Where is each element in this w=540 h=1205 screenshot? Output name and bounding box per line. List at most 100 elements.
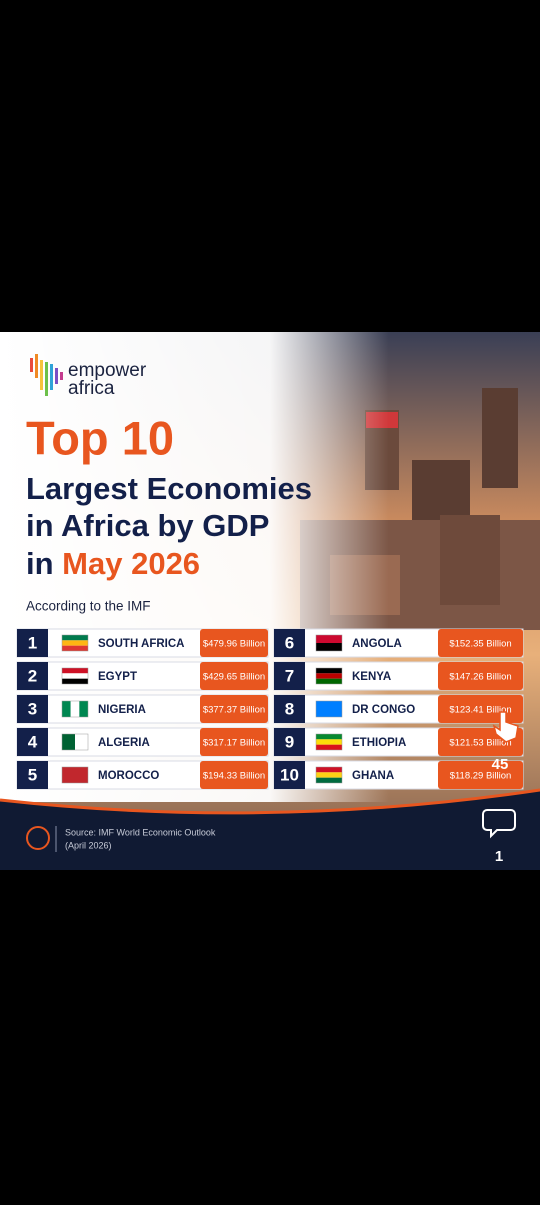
rank-box	[17, 629, 48, 657]
ranking-row: 10 GHANA $118.29 Billion	[273, 760, 524, 790]
gdp-box	[200, 761, 268, 789]
gdp-box	[438, 629, 523, 657]
comment-count[interactable]: 1	[495, 848, 503, 865]
country-name: ALGERIA	[98, 737, 150, 749]
flag-stripe	[62, 767, 88, 783]
flag-stripe	[316, 777, 342, 783]
gdp-value: $317.17 Billion	[203, 738, 265, 749]
gdp-box	[200, 629, 268, 657]
flag	[61, 733, 89, 751]
flag	[61, 700, 89, 718]
flag	[315, 766, 343, 784]
flag-stripe	[62, 734, 75, 750]
country-name: MOROCCO	[98, 770, 159, 782]
ranking-row: 5 MOROCCO $194.33 Billion	[16, 760, 269, 790]
flag-border	[315, 667, 343, 685]
title-line1: Largest Economies	[26, 471, 312, 506]
flag-stripe	[316, 739, 342, 745]
ranking-row: 3 NIGERIA $377.37 Billion	[16, 694, 269, 724]
flag	[61, 667, 89, 685]
like-icon[interactable]	[492, 711, 519, 743]
flag-stripe	[70, 701, 80, 717]
gdp-value: $479.96 Billion	[203, 639, 265, 650]
flag-border	[61, 667, 89, 685]
country-name: ANGOLA	[352, 638, 402, 650]
footer-source: Source: IMF World Economic Outlook	[65, 827, 216, 837]
flag-stripe	[316, 772, 342, 778]
flag-border	[61, 733, 89, 751]
rank-box	[17, 761, 48, 789]
footer-date: (April 2026)	[65, 840, 112, 850]
gdp-value: $147.26 Billion	[449, 672, 511, 683]
country-name: EGYPT	[98, 671, 137, 683]
footer-curve	[0, 788, 540, 815]
gdp-value: $429.65 Billion	[203, 672, 265, 683]
country-name: SOUTH AFRICA	[98, 638, 184, 650]
title-top: Top 10	[26, 411, 174, 464]
ranking-row: 7 KENYA $147.26 Billion	[273, 661, 524, 691]
title-line3-prefix: in	[26, 546, 62, 581]
flag-stripe	[316, 678, 342, 684]
country-name: GHANA	[352, 770, 394, 782]
title-line3: in May 2026	[26, 546, 200, 581]
flag-stripe	[62, 635, 88, 641]
flag	[61, 634, 89, 652]
like-button[interactable]: 45	[492, 711, 519, 773]
rank-box	[274, 728, 305, 756]
title-line2: in Africa by GDP	[26, 508, 269, 543]
flag	[315, 634, 343, 652]
flag-border	[61, 634, 89, 652]
gdp-box	[200, 662, 268, 690]
flag-stripe	[75, 734, 88, 750]
flag-stripe	[62, 668, 88, 674]
flag-stripe	[62, 678, 88, 684]
flag-stripe	[316, 668, 342, 674]
post-image: empower africa Top 10 Largest Economies …	[0, 332, 540, 870]
rank-box	[274, 761, 305, 789]
flag-stripe	[62, 701, 71, 717]
ranking-row: 1 SOUTH AFRICA $479.96 Billion	[16, 628, 269, 658]
rank-number: 5	[28, 765, 37, 784]
country-name: ETHIOPIA	[352, 737, 406, 749]
globe-icon	[26, 826, 50, 850]
rank-number: 2	[28, 666, 37, 685]
rank-box	[274, 629, 305, 657]
title-line3-highlight: May 2026	[62, 546, 200, 581]
flag-stripe	[316, 767, 342, 773]
flag-border	[315, 634, 343, 652]
rank-number: 1	[28, 633, 37, 652]
country-name: KENYA	[352, 671, 391, 683]
gdp-value: $121.53 Billion	[449, 738, 511, 749]
flag-stripe	[316, 701, 342, 717]
flag-border	[61, 766, 89, 784]
rank-number: 10	[280, 765, 299, 784]
flag-stripe	[62, 673, 88, 679]
gdp-box	[200, 695, 268, 723]
rank-box	[17, 662, 48, 690]
flag-stripe	[316, 734, 342, 740]
flag-stripe	[62, 645, 88, 651]
flag-border	[61, 700, 89, 718]
flag	[315, 733, 343, 751]
flag-stripe	[316, 673, 342, 679]
flag	[61, 766, 89, 784]
comment-button[interactable]: 1	[482, 809, 516, 865]
flag-stripe	[316, 635, 342, 643]
comment-icon[interactable]	[482, 809, 516, 839]
flag-border	[315, 766, 343, 784]
gdp-value: $377.37 Billion	[203, 705, 265, 716]
gdp-box	[438, 761, 523, 789]
rank-number: 4	[28, 732, 38, 751]
flag-stripe	[316, 643, 342, 651]
like-count[interactable]: 45	[492, 756, 509, 773]
rank-box	[274, 695, 305, 723]
gdp-box	[438, 662, 523, 690]
rank-box	[17, 695, 48, 723]
gdp-value: $123.41 Billion	[449, 705, 511, 716]
flag-border	[315, 733, 343, 751]
rank-box	[17, 728, 48, 756]
gdp-value: $118.29 Billion	[450, 771, 512, 782]
ranking-row: 2 EGYPT $429.65 Billion	[16, 661, 269, 691]
